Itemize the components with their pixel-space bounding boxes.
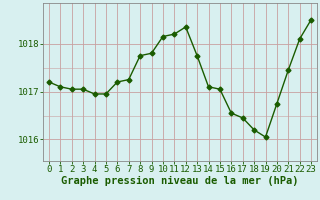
X-axis label: Graphe pression niveau de la mer (hPa): Graphe pression niveau de la mer (hPa): [61, 176, 299, 186]
